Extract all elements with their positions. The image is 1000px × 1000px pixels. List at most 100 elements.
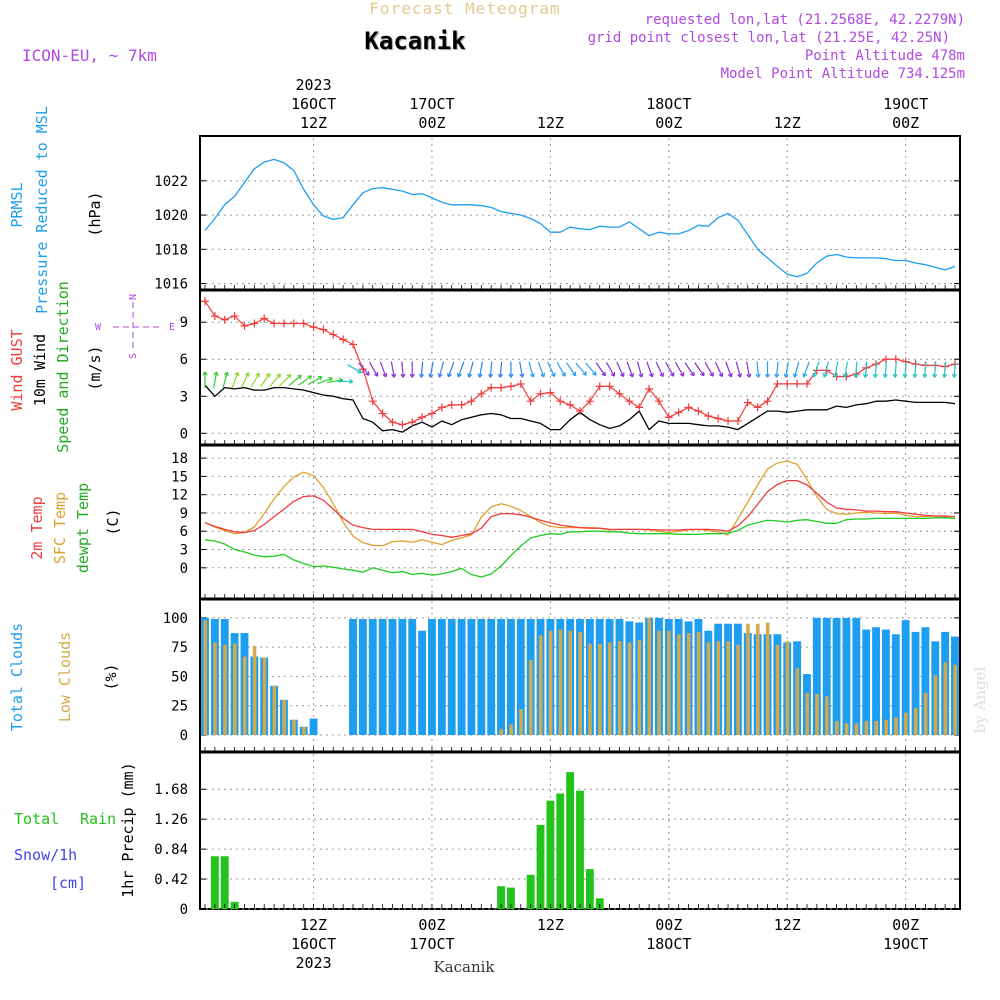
wind-arrow xyxy=(326,379,343,384)
top-time-label: 18OCT xyxy=(646,95,691,113)
total-cloud-bar xyxy=(506,619,515,735)
gust-point xyxy=(388,418,397,427)
wind-arrow-head xyxy=(679,372,685,377)
gust-point xyxy=(240,321,249,330)
gust-point xyxy=(309,323,318,332)
wind-arrow-head xyxy=(400,373,406,378)
gust-point xyxy=(201,297,209,306)
wind-arrow xyxy=(904,361,907,378)
total-cloud-bar xyxy=(497,619,505,735)
ytick-label: 1016 xyxy=(154,277,188,293)
rain-bar xyxy=(556,793,565,909)
wind-arrow xyxy=(358,362,370,376)
wind-arrow xyxy=(665,362,675,377)
gust-point xyxy=(783,379,792,388)
wind-arrow xyxy=(684,362,695,377)
low-cloud-bar xyxy=(716,641,721,735)
wind-arrow xyxy=(626,361,634,378)
wind-arrow-head xyxy=(932,373,938,378)
pressure-line xyxy=(204,158,956,278)
wind-arrow-head xyxy=(764,373,771,378)
rain-bar xyxy=(576,790,584,909)
wind-arrow-head xyxy=(373,372,379,377)
wind-arrow xyxy=(519,361,524,378)
bottom-time-label: 12Z xyxy=(537,916,564,934)
low-cloud-bar xyxy=(884,719,888,735)
wind-arrow-head xyxy=(540,372,546,378)
wind-arrow-head xyxy=(382,372,388,378)
wind-arrow xyxy=(499,361,503,378)
low-cloud-bar xyxy=(598,643,602,735)
wind-arrow xyxy=(746,361,751,378)
wind-arrow xyxy=(854,361,858,378)
wind-arrow-head xyxy=(718,372,724,378)
compass-west: W xyxy=(95,322,102,333)
wind-arrow-head xyxy=(863,373,869,378)
wind-arrow-head xyxy=(853,373,859,378)
low-cloud-bar xyxy=(292,719,296,735)
gust-point xyxy=(694,407,703,416)
top-time-label: 19OCT xyxy=(883,95,928,113)
low-cloud-bar xyxy=(242,656,247,735)
ytick-label: 0 xyxy=(180,426,188,442)
wind-arrow xyxy=(447,361,455,378)
wind-arrow xyxy=(278,374,292,387)
wind-arrow xyxy=(914,361,917,378)
wind-arrow-head xyxy=(508,373,514,378)
gust-point xyxy=(576,407,584,416)
low-cloud-bar xyxy=(825,696,829,735)
wind-arrow-head xyxy=(882,373,888,378)
wind-label-direction: Speed and Direction xyxy=(54,281,72,453)
compass-south: S xyxy=(128,353,139,359)
gust-point xyxy=(467,397,476,406)
wind-arrow xyxy=(655,361,664,377)
wind-arrow xyxy=(694,362,705,377)
total-cloud-bar xyxy=(891,634,900,735)
total-cloud-bar xyxy=(812,617,821,735)
low-cloud-bar xyxy=(627,642,632,735)
total-cloud-bar xyxy=(911,631,920,735)
low-cloud-bar xyxy=(608,642,612,735)
ytick-label: 0 xyxy=(180,728,188,744)
low-cloud-bar xyxy=(854,723,859,735)
gust-point xyxy=(477,389,486,398)
gust-point xyxy=(447,400,456,409)
wind-arrow-head xyxy=(872,373,879,378)
gust-point xyxy=(842,372,851,381)
wind-arrow-head xyxy=(467,373,473,378)
wind-arrow-head xyxy=(447,372,452,378)
gust-point xyxy=(358,365,367,374)
ytick-label: 0.84 xyxy=(154,842,188,858)
rain-bar xyxy=(566,772,575,909)
wind-arrow-head xyxy=(727,372,733,378)
gust-point xyxy=(832,372,841,381)
gust-point xyxy=(220,315,229,324)
total-cloud-bar xyxy=(447,619,456,735)
precip-label-total: Total xyxy=(14,810,59,828)
wind-arrow xyxy=(479,361,484,378)
gust-point xyxy=(437,403,446,412)
wind-arrow xyxy=(420,361,424,378)
low-cloud-bar xyxy=(775,644,780,735)
ytick-label: 9 xyxy=(180,506,188,522)
top-time-label: 17OCT xyxy=(409,95,454,113)
wind-arrow-head xyxy=(832,373,838,378)
total-cloud-bar xyxy=(467,619,476,735)
top-time-label: 00Z xyxy=(655,114,682,132)
cloud-label-total: Total Clouds xyxy=(8,623,26,731)
total-cloud-bar xyxy=(852,617,861,735)
wind-arrow-head xyxy=(497,373,504,378)
ytick-label: 0 xyxy=(180,902,188,918)
wind-label-gust: Wind GUST xyxy=(8,329,26,410)
ytick-label: 75 xyxy=(171,640,188,656)
cloud-labels: Total Clouds Low Clouds (%) xyxy=(8,623,120,731)
low-cloud-bar xyxy=(696,631,701,735)
wind-arrow-head xyxy=(941,373,948,378)
precip-label-snow: Snow/1h xyxy=(14,846,77,864)
wind-arrow-head xyxy=(307,375,313,380)
low-cloud-bar xyxy=(933,675,938,735)
wind-arrow xyxy=(585,362,597,376)
gust-point xyxy=(733,416,742,425)
cloud-unit: (%) xyxy=(102,663,120,690)
wind-arrow-head xyxy=(265,373,271,378)
